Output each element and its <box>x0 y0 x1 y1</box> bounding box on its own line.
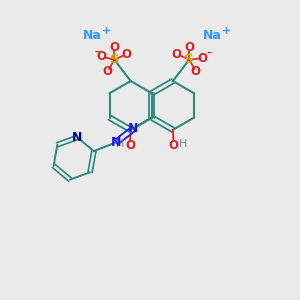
Text: O: O <box>191 65 201 78</box>
Text: N: N <box>72 131 82 144</box>
Text: O: O <box>184 41 194 54</box>
Text: Na: Na <box>82 29 101 42</box>
Text: N: N <box>128 122 139 135</box>
Text: S: S <box>184 53 194 66</box>
Text: O: O <box>109 41 119 54</box>
Text: -: - <box>206 48 211 58</box>
Text: O: O <box>172 48 182 61</box>
Text: O: O <box>198 52 208 65</box>
Text: H: H <box>179 139 188 149</box>
Text: O: O <box>122 48 132 61</box>
Text: O: O <box>125 139 135 152</box>
Text: O: O <box>169 139 178 152</box>
Text: +: + <box>102 26 112 36</box>
Text: -: - <box>94 46 99 56</box>
Text: +: + <box>222 26 231 36</box>
Text: O: O <box>97 50 107 63</box>
Text: Na: Na <box>203 29 222 42</box>
Text: O: O <box>103 65 113 78</box>
Text: N: N <box>111 136 121 149</box>
Text: H: H <box>116 139 124 149</box>
Text: S: S <box>110 53 119 66</box>
